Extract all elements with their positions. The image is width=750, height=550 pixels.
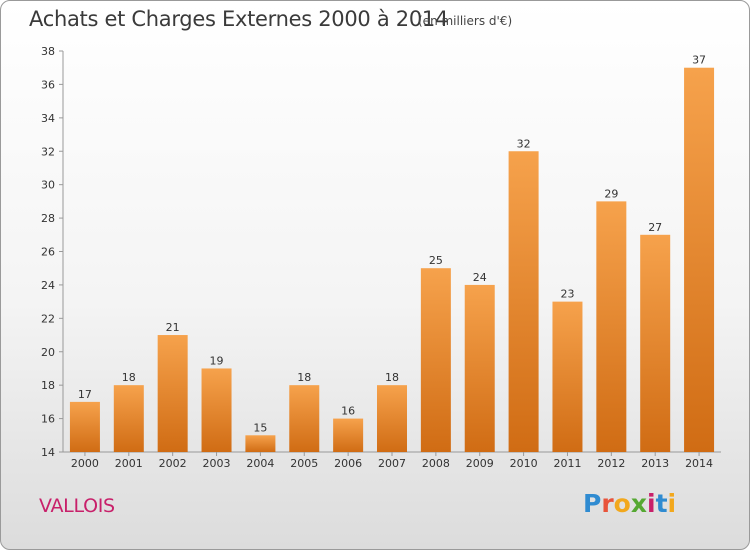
bar-2009[interactable] (464, 284, 495, 452)
bar-2006[interactable] (333, 418, 364, 452)
value-label-2003: 19 (210, 354, 224, 367)
x-tick-label-2001: 2001 (115, 457, 143, 470)
y-tick-label: 32 (41, 145, 55, 158)
bar-2011[interactable] (552, 301, 583, 452)
y-tick-label: 14 (41, 446, 55, 459)
y-tick-label: 22 (41, 312, 55, 325)
x-tick-label-2009: 2009 (466, 457, 494, 470)
commune-name: VALLOIS (39, 495, 115, 517)
bar-2007[interactable] (377, 385, 407, 452)
bars-group (69, 67, 715, 452)
chart-title: Achats et Charges Externes 2000 à 2014 (29, 7, 449, 31)
x-tick-label-2006: 2006 (334, 457, 362, 470)
y-tick-label: 24 (41, 279, 55, 292)
y-tick-label: 16 (41, 413, 55, 426)
axes: 14 16 18 20 22 24 26 28 30 32 34 36 38 2000 2001 2002 20… (41, 45, 721, 470)
value-label-2011: 23 (560, 288, 574, 301)
value-label-2000: 17 (78, 388, 92, 401)
y-tick-label: 30 (41, 179, 55, 192)
value-label-2012: 29 (604, 187, 618, 200)
bar-2013[interactable] (640, 234, 671, 452)
y-tick-label: 18 (41, 379, 55, 392)
y-tick-label: 20 (41, 346, 55, 359)
bar-2005[interactable] (289, 385, 320, 452)
logo-letter: i (667, 489, 677, 518)
x-tick-label-2008: 2008 (422, 457, 450, 470)
x-tick-label-2014: 2014 (685, 457, 713, 470)
value-label-2010: 32 (517, 137, 531, 150)
proxiti-logo[interactable]: Proxiti (583, 489, 676, 518)
logo-letter: r (601, 489, 614, 518)
logo-letter: P (583, 489, 602, 518)
x-tick-label-2002: 2002 (159, 457, 187, 470)
value-label-2009: 24 (473, 271, 487, 284)
y-tick-label: 34 (41, 112, 55, 125)
value-label-2006: 16 (341, 405, 355, 418)
value-label-2013: 27 (648, 221, 662, 234)
y-tick-label: 36 (41, 78, 55, 91)
bar-2012[interactable] (596, 201, 627, 452)
bar-2003[interactable] (201, 368, 232, 452)
value-label-2001: 18 (122, 371, 136, 384)
bar-2004[interactable] (245, 435, 276, 452)
y-tick-label: 28 (41, 212, 55, 225)
x-tick-label-2010: 2010 (510, 457, 538, 470)
logo-letter: i (647, 489, 656, 518)
x-tick-label-2011: 2011 (553, 457, 581, 470)
x-tick-label-2000: 2000 (71, 457, 99, 470)
value-label-2007: 18 (385, 371, 399, 384)
bar-2002[interactable] (157, 335, 188, 452)
bar-2014[interactable] (684, 67, 715, 452)
x-tick-label-2012: 2012 (597, 457, 625, 470)
labels-group: 17 18 21 19 15 18 16 18 25 24 32 23 29 27 37 (78, 54, 706, 435)
x-tick-label-2007: 2007 (378, 457, 406, 470)
y-tick-label: 38 (41, 45, 55, 58)
logo-letter: t (655, 489, 668, 518)
x-tick-label-2003: 2003 (203, 457, 231, 470)
value-label-2014: 37 (692, 54, 706, 67)
bar-2010[interactable] (508, 151, 539, 452)
chart-subtitle: (en milliers d'€) (418, 14, 513, 28)
value-label-2008: 25 (429, 254, 443, 267)
bar-2001[interactable] (113, 385, 144, 452)
bar-2000[interactable] (69, 401, 100, 452)
logo-letter: x (630, 489, 647, 518)
value-label-2002: 21 (166, 321, 180, 334)
value-label-2004: 15 (253, 421, 267, 434)
logo-letter: o (613, 489, 631, 518)
bar-2008[interactable] (420, 268, 451, 452)
x-tick-label-2004: 2004 (246, 457, 274, 470)
x-tick-label-2005: 2005 (290, 457, 318, 470)
y-tick-label: 26 (41, 246, 55, 259)
value-label-2005: 18 (297, 371, 311, 384)
x-tick-label-2013: 2013 (641, 457, 669, 470)
